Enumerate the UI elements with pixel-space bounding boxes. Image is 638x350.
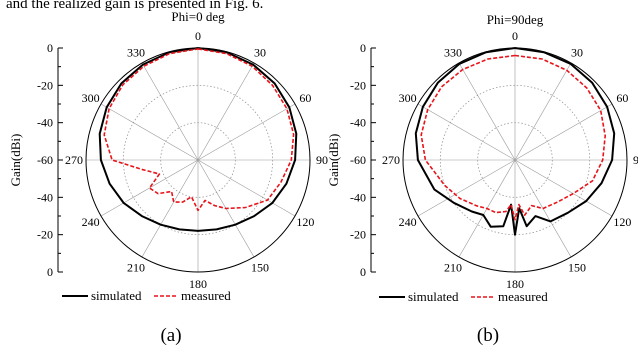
angle-tick-label: 90 bbox=[316, 153, 328, 167]
grid-spoke bbox=[197, 159, 296, 217]
angle-tick-label: 60 bbox=[299, 91, 311, 105]
grid-spoke bbox=[197, 103, 296, 161]
angle-tick-label: 210 bbox=[444, 260, 462, 274]
angle-tick-label: 0 bbox=[195, 29, 201, 43]
radial-tick-label: -40 bbox=[350, 190, 366, 204]
grid-spoke bbox=[417, 159, 516, 217]
angle-tick-label: 120 bbox=[613, 215, 631, 229]
radial-tick-label: -40 bbox=[37, 190, 53, 204]
radial-tick-label: 0 bbox=[360, 265, 366, 279]
chart-title: Phi=0 deg bbox=[171, 9, 225, 24]
series-line-simulated bbox=[414, 47, 616, 236]
legend-label-measured: measured bbox=[498, 289, 548, 304]
angle-tick-label: 270 bbox=[382, 153, 400, 167]
figure-caption: (b) bbox=[477, 325, 499, 346]
radial-tick-label: -60 bbox=[350, 153, 366, 167]
figure-caption: (a) bbox=[160, 325, 181, 346]
grid-spoke bbox=[100, 159, 199, 217]
radial-tick-label: 0 bbox=[360, 41, 366, 55]
legend-label-measured: measured bbox=[181, 288, 231, 303]
angle-tick-label: 300 bbox=[399, 91, 417, 105]
legend-label-simulated: simulated bbox=[408, 289, 459, 304]
intro-text: and the realized gain is presented in Fi… bbox=[6, 0, 264, 12]
radial-tick-label: -20 bbox=[350, 78, 366, 92]
radial-tick-label: -20 bbox=[37, 78, 53, 92]
grid-spoke bbox=[141, 159, 199, 258]
grid-spoke bbox=[417, 103, 516, 161]
angle-tick-label: 120 bbox=[296, 215, 314, 229]
radial-tick-label: -20 bbox=[37, 228, 53, 242]
angle-tick-label: 330 bbox=[127, 46, 145, 60]
angle-tick-label: 240 bbox=[82, 215, 100, 229]
series-line-simulated bbox=[98, 47, 298, 232]
angle-tick-label: 60 bbox=[616, 91, 628, 105]
angle-tick-label: 30 bbox=[571, 46, 583, 60]
angle-tick-label: 210 bbox=[127, 260, 145, 274]
radial-tick-label: -40 bbox=[350, 116, 366, 130]
radial-tick-label: 0 bbox=[47, 265, 53, 279]
grid-spoke bbox=[141, 62, 199, 161]
radial-tick-label: -60 bbox=[37, 153, 53, 167]
angle-tick-label: 180 bbox=[506, 277, 524, 291]
angle-tick-label: 270 bbox=[65, 153, 83, 167]
angle-tick-label: 0 bbox=[512, 29, 518, 43]
grid-spoke bbox=[197, 62, 255, 161]
angle-tick-label: 180 bbox=[189, 277, 207, 291]
chart-title: Phi=90deg bbox=[487, 12, 544, 27]
angle-tick-label: 240 bbox=[399, 215, 417, 229]
angle-tick-label: 150 bbox=[251, 260, 269, 274]
grid-spoke bbox=[458, 62, 516, 161]
legend-label-simulated: simulated bbox=[91, 288, 142, 303]
grid-spoke bbox=[514, 159, 613, 217]
grid-spoke bbox=[100, 103, 199, 161]
angle-tick-label: 300 bbox=[82, 91, 100, 105]
axis-title: Gain(dBi) bbox=[8, 134, 23, 187]
angle-tick-label: 150 bbox=[568, 260, 586, 274]
angle-tick-label: 90 bbox=[633, 153, 638, 167]
axis-title: Gain(dBi) bbox=[326, 134, 341, 187]
grid-spoke bbox=[514, 103, 613, 161]
angle-tick-label: 330 bbox=[444, 46, 462, 60]
angle-tick-label: 30 bbox=[254, 46, 266, 60]
radial-tick-label: -20 bbox=[350, 228, 366, 242]
radial-tick-label: 0 bbox=[47, 41, 53, 55]
grid-spoke bbox=[514, 62, 572, 161]
series-line-measured bbox=[420, 54, 606, 221]
radial-tick-label: -40 bbox=[37, 116, 53, 130]
